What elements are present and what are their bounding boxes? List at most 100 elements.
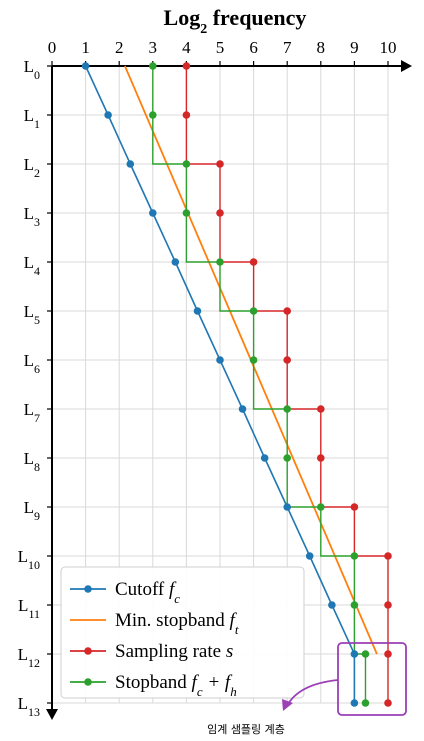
series-point-cutoff <box>350 699 359 707</box>
y-tick-label: L4 <box>24 253 40 278</box>
x-tick-label: 10 <box>380 38 397 57</box>
series-point-sampling_rate <box>182 62 191 70</box>
chart-title-suffix: frequency <box>207 5 306 30</box>
series-stopband <box>149 62 370 707</box>
series-cutoff <box>81 62 359 707</box>
series-point-cutoff <box>81 62 90 70</box>
series-point-cutoff <box>126 160 135 168</box>
y-axis-arrow <box>46 709 58 720</box>
series-point-sampling_rate <box>384 650 392 658</box>
series-point-sampling_rate <box>216 160 224 168</box>
series-point-cutoff <box>350 650 359 658</box>
series-point-cutoff <box>171 258 180 266</box>
x-tick-label: 9 <box>350 38 359 57</box>
legend-item-sampling_rate: Sampling rate s <box>70 641 233 662</box>
y-tick-label: L7 <box>24 400 40 425</box>
series-line-cutoff <box>84 65 356 703</box>
legend-swatch-marker <box>84 647 92 655</box>
series-point-stopband <box>350 552 359 560</box>
chart-title: Log2 frequency <box>164 5 307 37</box>
series-point-sampling_rate <box>384 552 392 560</box>
series-point-cutoff <box>260 454 269 462</box>
series-point-cutoff <box>305 552 314 560</box>
y-tick-label: L2 <box>24 155 40 180</box>
series-point-sampling_rate <box>384 699 392 707</box>
series-point-stopband <box>249 307 258 315</box>
annotation-arrow <box>287 679 339 705</box>
y-tick-label: L3 <box>24 204 40 229</box>
series-point-sampling_rate <box>317 405 325 413</box>
x-tick-labels: 0 1 2 3 4 5 6 7 8 9 10 <box>48 38 397 66</box>
series-point-stopband <box>182 160 191 168</box>
legend-label: Stopband fc + fh <box>115 672 237 699</box>
y-tick-label: L12 <box>18 645 40 670</box>
series-line-sampling_rate <box>185 66 389 703</box>
series-point-sampling_rate <box>384 601 392 609</box>
y-tick-label: L8 <box>24 449 40 474</box>
series-point-sampling_rate <box>216 209 224 217</box>
series-point-cutoff <box>216 356 224 364</box>
y-tick-labels: L0 L1 L2 L3 L4 L5 L6 L7 L8 L9 L10 L11 L12 L13 <box>18 57 52 719</box>
x-tick-label: 4 <box>182 38 191 57</box>
y-tick-label: L9 <box>24 498 40 523</box>
series-point-sampling_rate <box>283 356 292 364</box>
x-tick-label: 6 <box>249 38 258 57</box>
series-point-stopband <box>350 601 359 609</box>
series-point-stopband <box>149 111 157 119</box>
annotation: 임계 샘플링 계층 <box>207 642 407 736</box>
highlight-box <box>337 642 407 716</box>
annotation-label: 임계 샘플링 계층 <box>207 723 285 736</box>
y-tick-label: L6 <box>24 351 40 376</box>
series-point-stopband <box>361 650 370 658</box>
legend-item-cutoff: Cutoff fc <box>70 579 180 606</box>
series-point-stopband <box>216 258 224 266</box>
y-tick-label: L11 <box>18 596 40 621</box>
axes <box>46 60 412 720</box>
legend-swatch-marker <box>84 585 92 593</box>
y-tick-label: L1 <box>24 106 40 131</box>
series-sampling_rate <box>182 62 392 707</box>
y-tick-label: L0 <box>24 57 40 82</box>
series-point-stopband <box>249 356 258 364</box>
legend-swatch-marker <box>84 678 92 686</box>
y-tick-label: L10 <box>18 547 40 572</box>
series-point-sampling_rate <box>249 258 258 266</box>
series-point-cutoff <box>238 405 247 413</box>
legend-label: Sampling rate s <box>115 641 233 662</box>
legend-label: Min. stopband ft <box>115 610 239 637</box>
legend-label: Cutoff fc <box>115 579 180 606</box>
series-point-cutoff <box>104 111 112 119</box>
legend-item-stopband: Stopband fc + fh <box>70 672 237 699</box>
chart-title-main: Log <box>164 5 201 30</box>
series-point-stopband <box>317 503 325 511</box>
x-tick-label: 5 <box>216 38 225 57</box>
series-point-stopband <box>149 62 157 70</box>
x-tick-label: 8 <box>317 38 326 57</box>
series-line-stopband <box>152 66 367 703</box>
series-layer <box>81 62 392 707</box>
annotation-arrowhead <box>282 699 293 711</box>
series-point-stopband <box>283 454 292 462</box>
series-point-sampling_rate <box>283 307 292 315</box>
legend-box <box>60 566 305 699</box>
series-point-stopband <box>182 209 191 217</box>
x-tick-label: 0 <box>48 38 57 57</box>
series-point-cutoff <box>283 503 292 511</box>
x-tick-label: 7 <box>283 38 292 57</box>
series-point-cutoff <box>149 209 157 217</box>
x-tick-label: 3 <box>149 38 158 57</box>
chart-title-sub: 2 <box>200 22 207 37</box>
x-tick-label: 2 <box>115 38 124 57</box>
series-point-cutoff <box>328 601 336 609</box>
series-point-stopband <box>283 405 292 413</box>
x-axis-arrow <box>401 60 412 72</box>
series-point-stopband <box>361 699 370 707</box>
series-point-sampling_rate <box>317 454 325 462</box>
series-point-cutoff <box>193 307 202 315</box>
y-tick-label: L13 <box>18 694 40 719</box>
series-point-sampling_rate <box>350 503 359 511</box>
legend: Cutoff fc Min. stopband ft Sampling rate s… <box>60 566 305 699</box>
legend-item-min_stopband: Min. stopband ft <box>70 610 239 637</box>
series-point-sampling_rate <box>182 111 191 119</box>
